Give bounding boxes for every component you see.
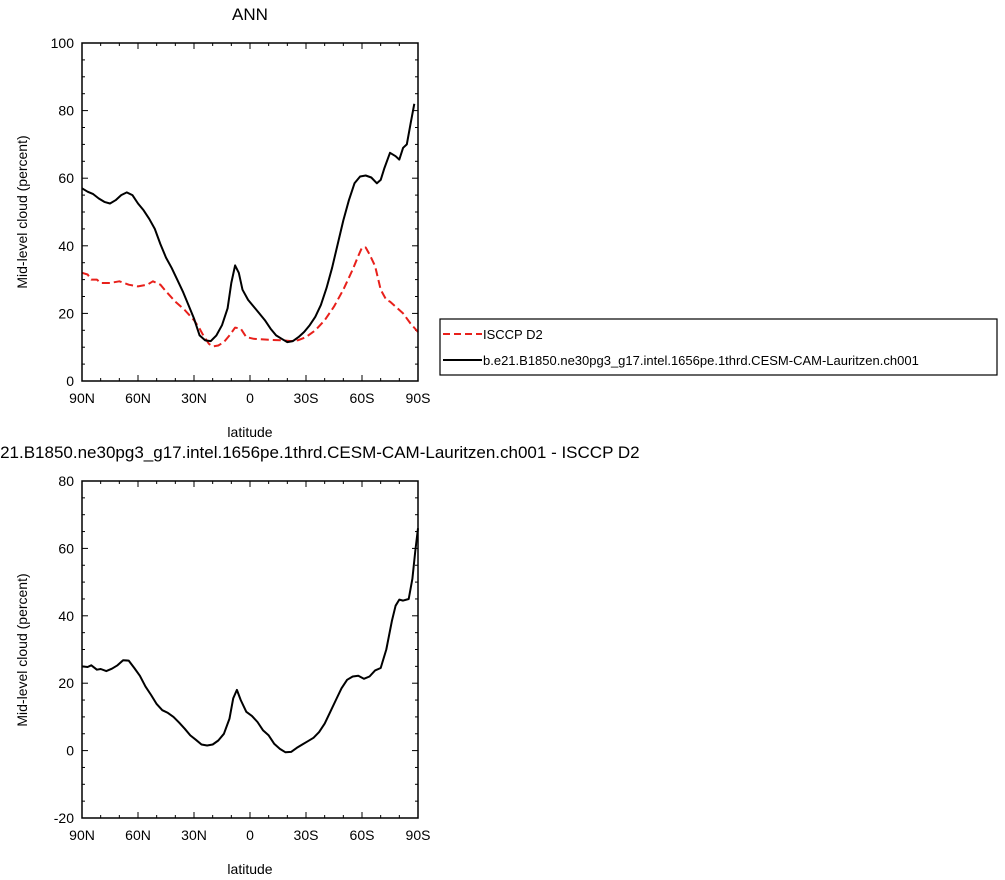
top-ytick-label: 100 (51, 35, 75, 51)
top-xtick-label: 60N (125, 390, 151, 406)
top-ytick-label: 20 (58, 305, 74, 321)
top-chart: ANN Mid-level cloud (percent) latitude 0… (14, 5, 998, 440)
bottom-series-line-1 (81, 528, 419, 754)
bottom-chart-frame (81, 480, 419, 819)
bottom-ytick-label: 40 (58, 608, 74, 624)
top-chart-series (81, 103, 419, 348)
top-xtick-label: 90S (406, 390, 431, 406)
bottom-ytick-label: 80 (58, 473, 74, 489)
bottom-x-axis-label: latitude (227, 861, 272, 877)
top-series-line-2 (81, 103, 416, 344)
top-y-axis-label: Mid-level cloud (percent) (14, 135, 30, 288)
top-xtick-label: 30S (294, 390, 319, 406)
top-xtick-label: 90N (69, 390, 95, 406)
bottom-chart: b.e21.B1850.ne30pg3_g17.intel.1656pe.1th… (0, 443, 640, 877)
legend-label-isccp: ISCCP D2 (483, 327, 543, 342)
bottom-xtick-label: 60S (350, 827, 375, 843)
bottom-xtick-label: 30S (294, 827, 319, 843)
bottom-xtick-label: 60N (125, 827, 151, 843)
top-series-line-1 (81, 246, 419, 348)
legend-label-model: b.e21.B1850.ne30pg3_g17.intel.1656pe.1th… (483, 353, 919, 368)
bottom-ytick-label: 60 (58, 540, 74, 556)
bottom-xtick-label: 0 (246, 827, 254, 843)
bottom-ytick-label: -20 (54, 810, 74, 826)
top-xtick-label: 30N (181, 390, 207, 406)
bottom-chart-ticks: -20 0 20 40 60 80 90N 60N 30N 0 30S 60S 90S (54, 473, 431, 843)
bottom-chart-title: b.e21.B1850.ne30pg3_g17.intel.1656pe.1th… (0, 443, 640, 462)
bottom-chart-series (81, 528, 419, 754)
legend-box (439, 318, 998, 376)
top-ytick-label: 0 (66, 373, 74, 389)
top-chart-title: ANN (232, 5, 268, 24)
top-ytick-label: 40 (58, 238, 74, 254)
bottom-xtick-label: 90S (406, 827, 431, 843)
bottom-xtick-label: 30N (181, 827, 207, 843)
top-chart-frame (81, 42, 419, 382)
bottom-xtick-label: 90N (69, 827, 95, 843)
top-x-axis-label: latitude (227, 424, 272, 440)
top-ytick-label: 60 (58, 170, 74, 186)
top-xtick-label: 60S (350, 390, 375, 406)
bottom-ytick-label: 0 (66, 743, 74, 759)
bottom-y-axis-label: Mid-level cloud (percent) (14, 573, 30, 726)
bottom-ytick-label: 20 (58, 675, 74, 691)
top-chart-ticks: 0 20 40 60 80 100 90N 60N 30N 0 30S 60S 90S (51, 35, 431, 406)
top-ytick-label: 80 (58, 103, 74, 119)
top-xtick-label: 0 (246, 390, 254, 406)
legend: ISCCP D2 b.e21.B1850.ne30pg3_g17.intel.1… (439, 318, 998, 376)
